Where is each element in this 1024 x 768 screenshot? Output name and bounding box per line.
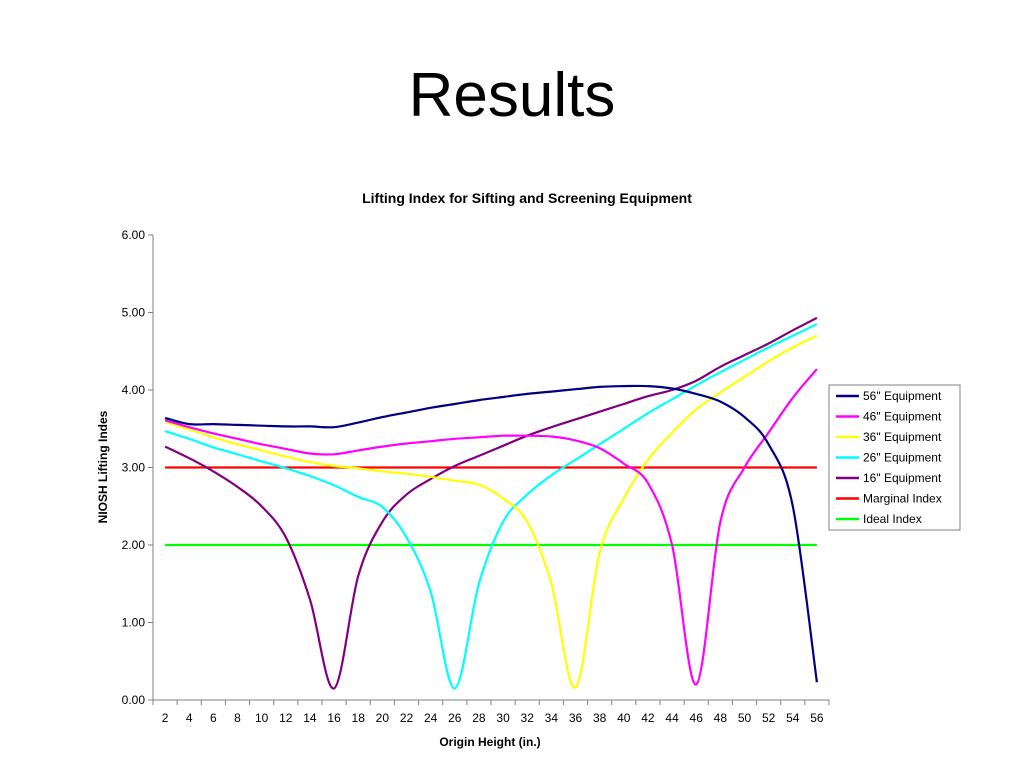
series-lines (164, 316, 818, 690)
legend-label: 16" Equipment (863, 471, 942, 485)
series-line-26-equipment (164, 323, 818, 690)
x-tick-label: 16 (327, 711, 341, 725)
x-tick-label: 30 (496, 711, 510, 725)
x-tick-label: 14 (303, 711, 317, 725)
x-tick-label: 8 (234, 711, 241, 725)
x-tick-label: 42 (641, 711, 655, 725)
x-tick-label: 22 (400, 711, 414, 725)
x-tick-label: 52 (762, 711, 776, 725)
x-tick-label: 40 (617, 711, 631, 725)
x-tick-label: 20 (376, 711, 390, 725)
chart-title: Lifting Index for Sifting and Screening … (362, 190, 692, 206)
y-tick-label: 6.00 (122, 228, 146, 242)
x-tick-label: 4 (186, 711, 193, 725)
axes: 0.001.002.003.004.005.006.002 4 6 8 10 12 14 16… (122, 228, 830, 725)
x-axis-label: Origin Height (in.) (439, 735, 540, 749)
x-tick-label: 10 (255, 711, 269, 725)
series-line-16-equipment (164, 316, 818, 690)
y-tick-label: 5.00 (122, 306, 146, 320)
legend-label: 56" Equipment (863, 389, 942, 403)
x-tick-label: 6 (210, 711, 217, 725)
x-tick-label: 24 (424, 711, 438, 725)
x-tick-label: 38 (593, 711, 607, 725)
legend-label: Marginal Index (863, 492, 942, 506)
y-tick-label: 4.00 (122, 383, 146, 397)
x-tick-label: 12 (279, 711, 293, 725)
x-tick-label: 48 (714, 711, 728, 725)
legend-label: 46" Equipment (863, 410, 942, 424)
slide-title: Results (408, 61, 616, 130)
x-tick-label: 54 (786, 711, 800, 725)
series-line-56-equipment (164, 384, 818, 683)
y-axis-label: NIOSH Lifting Indes (96, 410, 110, 523)
x-tick-label: 46 (690, 711, 704, 725)
x-tick-label: 32 (521, 711, 535, 725)
legend-label: 36" Equipment (863, 430, 942, 444)
series-line-46-equipment (164, 368, 818, 686)
x-tick-label: 18 (352, 711, 366, 725)
legend-label: Ideal Index (863, 512, 922, 526)
x-tick-label: 36 (569, 711, 583, 725)
x-tick-label: 28 (472, 711, 486, 725)
x-tick-label: 2 (162, 711, 169, 725)
x-tick-label: 50 (738, 711, 752, 725)
y-tick-label: 1.00 (122, 616, 146, 630)
x-tick-label: 26 (448, 711, 462, 725)
y-tick-label: 2.00 (122, 538, 146, 552)
series-line-36-equipment (164, 334, 818, 689)
x-tick-label: 34 (545, 711, 559, 725)
x-tick-label: 44 (665, 711, 679, 725)
legend-label: 26" Equipment (863, 451, 942, 465)
y-tick-label: 0.00 (122, 693, 146, 707)
x-tick-label: 56 (810, 711, 824, 725)
legend: 56" Equipment 46" Equipment 36" Equipment 2… (828, 384, 961, 531)
y-tick-label: 3.00 (122, 461, 146, 475)
